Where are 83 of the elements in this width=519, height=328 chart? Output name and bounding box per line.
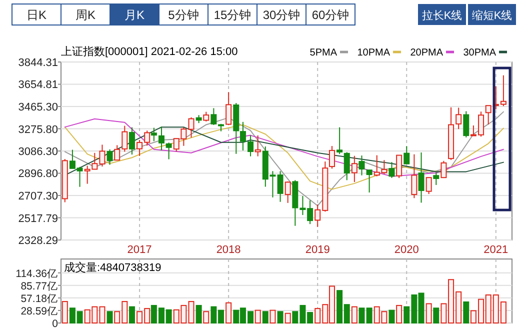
bar [277, 311, 284, 324]
text: 60分钟 [312, 8, 350, 22]
candlestick [404, 146, 410, 164]
bar [62, 301, 68, 324]
candlestick [128, 126, 135, 156]
candlestick [440, 160, 447, 179]
candlestick [158, 126, 164, 151]
candlestick [226, 92, 232, 126]
candlestick [344, 152, 350, 181]
bar [203, 311, 210, 324]
bar [358, 308, 365, 324]
candlestick [188, 116, 194, 138]
candlestick [328, 145, 335, 170]
y-tick-label: 3465.30 [18, 102, 58, 114]
candlestick [388, 162, 395, 178]
annotation: 成交量:4840738319 [64, 261, 162, 274]
bar [270, 310, 276, 324]
bar [463, 301, 470, 324]
candlestick [463, 110, 470, 138]
y-tick-label: 3654.81 [18, 79, 58, 92]
y-tick-label: 3844.31 [18, 57, 58, 69]
line-series [64, 118, 504, 177]
y-tick-label: 2517.79 [18, 212, 58, 225]
y-tick-label: 3275.80 [18, 124, 58, 136]
bar [262, 311, 268, 324]
x-tick-label: 2018 [216, 244, 241, 256]
x-tick-label: 2020 [394, 244, 419, 256]
y-tick-label: 2328.29 [18, 235, 58, 247]
candlestick [277, 170, 284, 202]
bar [196, 304, 202, 324]
bar [284, 312, 291, 324]
bar [388, 310, 395, 324]
text: 日K [26, 8, 47, 22]
candlestick [351, 155, 358, 183]
bar [396, 304, 402, 324]
y-tick-label: 57.18亿 [20, 292, 58, 305]
y-tick-label: 114.36亿 [16, 268, 58, 280]
legend-label: 5PMA [310, 48, 338, 58]
bar [106, 311, 113, 324]
text: 月K [124, 8, 145, 22]
candlestick [485, 104, 492, 125]
bar [128, 306, 135, 324]
text: 拉长K线 [422, 9, 462, 22]
text: 缩短K线 [472, 9, 512, 22]
y-tick-label: 85.77亿 [20, 280, 58, 292]
legend-label: 10PMA [357, 48, 390, 58]
legend-label: 30PMA [463, 48, 496, 58]
x-tick-label: 2017 [127, 244, 152, 256]
x-tick-label: 2019 [305, 244, 330, 256]
y-tick-label: 28.59亿 [20, 305, 58, 318]
candlestick [166, 142, 172, 160]
bar [433, 308, 440, 324]
candlestick [150, 127, 157, 142]
candlestick [433, 172, 440, 186]
text: 30分钟 [262, 8, 300, 22]
y-tick-label: 2707.30 [18, 190, 58, 202]
candlestick [254, 134, 261, 157]
text: 周K [75, 8, 96, 22]
candlestick [106, 148, 113, 166]
candlestick [284, 180, 291, 204]
bar [188, 301, 194, 324]
line-series [64, 124, 504, 190]
candlestick [366, 169, 372, 193]
legend-label: 20PMA [410, 48, 444, 58]
bar [226, 302, 232, 324]
candlestick [336, 126, 343, 155]
y-tick-label: 3086.30 [18, 146, 58, 158]
x-tick-label: 2021 [484, 244, 508, 256]
candlestick [426, 176, 432, 195]
bar [366, 308, 372, 324]
candlestick [418, 152, 424, 204]
chart-title: 上证指数[000001] 2021-02-26 15:00 [61, 45, 238, 58]
y-tick-label: 2896.80 [18, 168, 58, 180]
text: 15分钟 [214, 8, 252, 22]
candlestick [411, 154, 418, 199]
text: 5分钟 [168, 8, 199, 22]
candlestick [396, 154, 402, 179]
candlestick [358, 154, 365, 176]
bar [426, 303, 432, 324]
y-tick-label: 0 [52, 318, 58, 328]
bar [351, 306, 358, 324]
candlestick [203, 111, 210, 122]
bar [254, 310, 261, 324]
